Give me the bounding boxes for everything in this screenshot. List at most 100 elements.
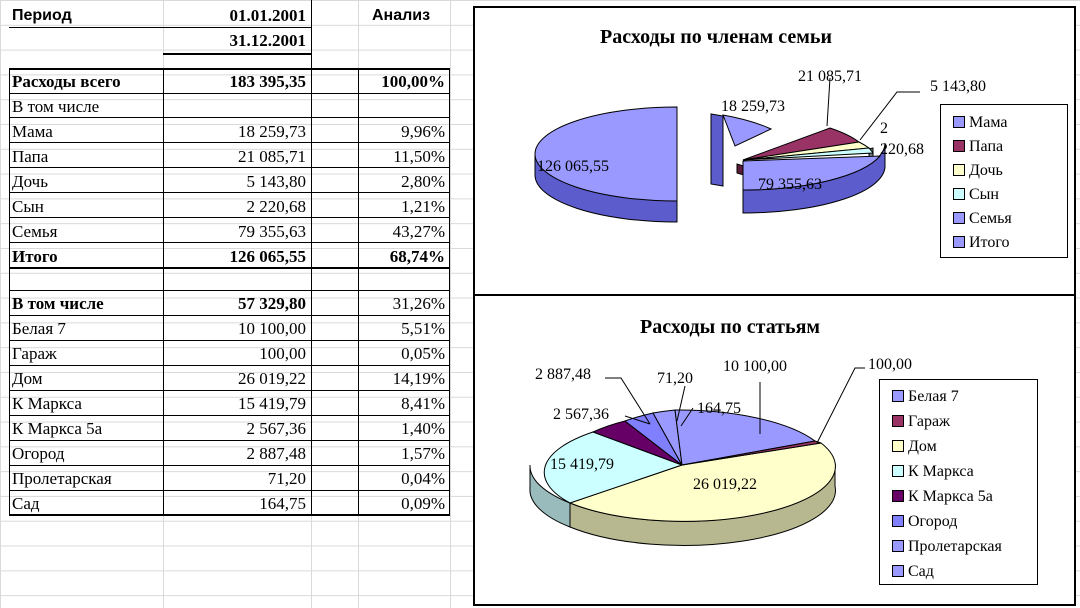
table-row-pct[interactable]: 0,04% bbox=[401, 469, 445, 488]
table-row-label[interactable]: К Маркса bbox=[12, 394, 82, 413]
table-row-value[interactable]: 2 567,36 bbox=[246, 419, 307, 438]
leader-line bbox=[624, 415, 651, 425]
legend-item: Дом bbox=[892, 435, 937, 459]
legend-item: Огород bbox=[892, 510, 957, 534]
legend-item: Гараж bbox=[892, 410, 950, 434]
table-row-label[interactable]: Дочь bbox=[12, 172, 48, 191]
pie-side-kmarksa bbox=[529, 464, 571, 528]
data-label: 71,20 bbox=[657, 370, 693, 387]
pie-slice-kmarksa bbox=[543, 431, 684, 504]
data-label: 79 355,63 bbox=[758, 176, 822, 193]
table-row-pct[interactable]: 9,96% bbox=[401, 122, 445, 141]
table-row-label[interactable]: Пролетарская bbox=[12, 469, 112, 488]
leader-line bbox=[859, 91, 920, 141]
data-label: 21 085,71 bbox=[798, 68, 862, 85]
items-header-label[interactable]: В том числе bbox=[12, 294, 104, 313]
items-header-pct[interactable]: 31,26% bbox=[392, 294, 445, 313]
table-row-label[interactable]: Дом bbox=[12, 369, 43, 388]
table-row-pct[interactable]: 1,57% bbox=[401, 444, 445, 463]
legend-item: Семья bbox=[953, 207, 1012, 231]
table-row-pct[interactable]: 0,09% bbox=[401, 494, 445, 513]
table-row-value[interactable]: 100,00 bbox=[259, 344, 306, 363]
data-label: 10 100,00 bbox=[723, 358, 787, 375]
table-row-value[interactable]: 71,20 bbox=[267, 469, 306, 488]
period-date-from[interactable]: 01.01.2001 bbox=[229, 6, 307, 25]
pie-slice-semya bbox=[742, 155, 882, 191]
table-row-pct[interactable]: 14,19% bbox=[392, 369, 445, 388]
leader-line bbox=[816, 367, 865, 444]
table-row-label[interactable]: Белая 7 bbox=[12, 319, 66, 338]
table-row-label[interactable]: Сад bbox=[12, 494, 40, 513]
table-row-value[interactable]: 26 019,22 bbox=[238, 369, 306, 388]
table-row-pct[interactable]: 11,50% bbox=[393, 147, 445, 166]
table-row-pct[interactable]: 2,80% bbox=[401, 172, 445, 191]
legend-item: Мама bbox=[953, 111, 1007, 135]
total-label[interactable]: Расходы всего bbox=[12, 72, 121, 91]
table-row-value[interactable]: 15 419,79 bbox=[238, 394, 306, 413]
table-row-value[interactable]: 2 887,48 bbox=[246, 444, 307, 463]
legend-item: Дочь bbox=[953, 159, 1003, 183]
pie-slice-dom bbox=[568, 442, 836, 522]
legend-item: Сын bbox=[953, 183, 999, 207]
table-row-label[interactable]: Папа bbox=[12, 147, 49, 166]
period-date-to[interactable]: 31.12.2001 bbox=[229, 31, 307, 50]
table-row-value[interactable]: 21 085,71 bbox=[238, 147, 306, 166]
table-row-value[interactable]: 2 220,68 bbox=[246, 197, 307, 216]
leader-line bbox=[680, 407, 694, 427]
data-label: 2 887,48 bbox=[535, 366, 591, 383]
legend-item: Папа bbox=[953, 135, 1003, 159]
data-label: 5 143,80 bbox=[930, 78, 986, 95]
legend-item: Сад bbox=[892, 560, 934, 584]
total-value[interactable]: 183 395,35 bbox=[229, 72, 307, 91]
analysis-label[interactable]: Анализ bbox=[372, 7, 431, 24]
period-label[interactable]: Период bbox=[12, 7, 72, 24]
data-label: 126 065,55 bbox=[537, 158, 609, 175]
items-pie-svg bbox=[529, 367, 865, 546]
table-row-value[interactable]: 79 355,63 bbox=[238, 222, 306, 241]
table-row-pct[interactable]: 43,27% bbox=[392, 222, 445, 241]
legend-item: К Маркса bbox=[892, 460, 974, 484]
table-row-label[interactable]: Огород bbox=[12, 444, 65, 463]
pie-slice-itogo bbox=[534, 106, 678, 202]
table-row-value[interactable]: 164,75 bbox=[259, 494, 306, 513]
family-total-value[interactable]: 126 065,55 bbox=[229, 247, 307, 266]
table-row-pct[interactable]: 8,41% bbox=[401, 394, 445, 413]
table-row-value[interactable]: 18 259,73 bbox=[238, 122, 306, 141]
table-row-value[interactable]: 10 100,00 bbox=[238, 319, 306, 338]
table-row-pct[interactable]: 5,51% bbox=[401, 319, 445, 338]
data-label: 26 019,22 bbox=[693, 476, 757, 493]
leader-line bbox=[605, 377, 651, 425]
table-row-pct[interactable]: 1,40% bbox=[401, 419, 445, 438]
table-row-label[interactable]: Гараж bbox=[12, 344, 57, 363]
items-header-value[interactable]: 57 329,80 bbox=[238, 294, 306, 313]
family-expenses-chart[interactable]: Расходы по членам семьи 126 065,55 18 25… bbox=[473, 6, 1076, 296]
total-pct[interactable]: 100,00% bbox=[381, 72, 445, 91]
table-row-pct[interactable]: 0,05% bbox=[401, 344, 445, 363]
chart-legend[interactable]: Мама Папа Дочь Сын Семья Итого bbox=[940, 104, 1068, 258]
data-label: 2 220,68 bbox=[880, 120, 924, 158]
pie-slice-syn bbox=[742, 147, 874, 161]
chart-title: Расходы по членам семьи bbox=[600, 26, 832, 48]
legend-item: Итого bbox=[953, 231, 1010, 255]
leader-line bbox=[826, 77, 831, 127]
table-row-value[interactable]: 5 143,80 bbox=[246, 172, 307, 191]
pie-slice-belaya7 bbox=[674, 409, 817, 466]
family-total-pct[interactable]: 68,74% bbox=[389, 247, 445, 266]
chart-title: Расходы по статьям bbox=[640, 316, 821, 338]
leader-line bbox=[676, 385, 686, 422]
table-row-label[interactable]: Семья bbox=[12, 222, 58, 241]
items-expenses-chart[interactable]: Расходы по статьям 2 887,48 71,20 10 100… bbox=[473, 294, 1076, 606]
legend-item: Белая 7 bbox=[892, 385, 959, 409]
table-row-label[interactable]: К Маркса 5а bbox=[12, 419, 103, 438]
legend-item: К Маркса 5а bbox=[892, 485, 993, 509]
data-label: 100,00 bbox=[868, 356, 912, 373]
family-pie-svg bbox=[534, 77, 920, 223]
chart-legend[interactable]: Белая 7 Гараж Дом К Маркса К Маркса 5а О… bbox=[879, 379, 1038, 585]
table-row-label[interactable]: Сын bbox=[12, 197, 44, 216]
table-row-label[interactable]: Мама bbox=[12, 122, 53, 141]
family-sub-label[interactable]: В том числе bbox=[12, 97, 100, 116]
pie-slice-mama bbox=[722, 114, 773, 147]
legend-item: Пролетарская bbox=[892, 535, 1002, 559]
table-row-pct[interactable]: 1,21% bbox=[401, 197, 445, 216]
family-total-label[interactable]: Итого bbox=[12, 247, 58, 266]
